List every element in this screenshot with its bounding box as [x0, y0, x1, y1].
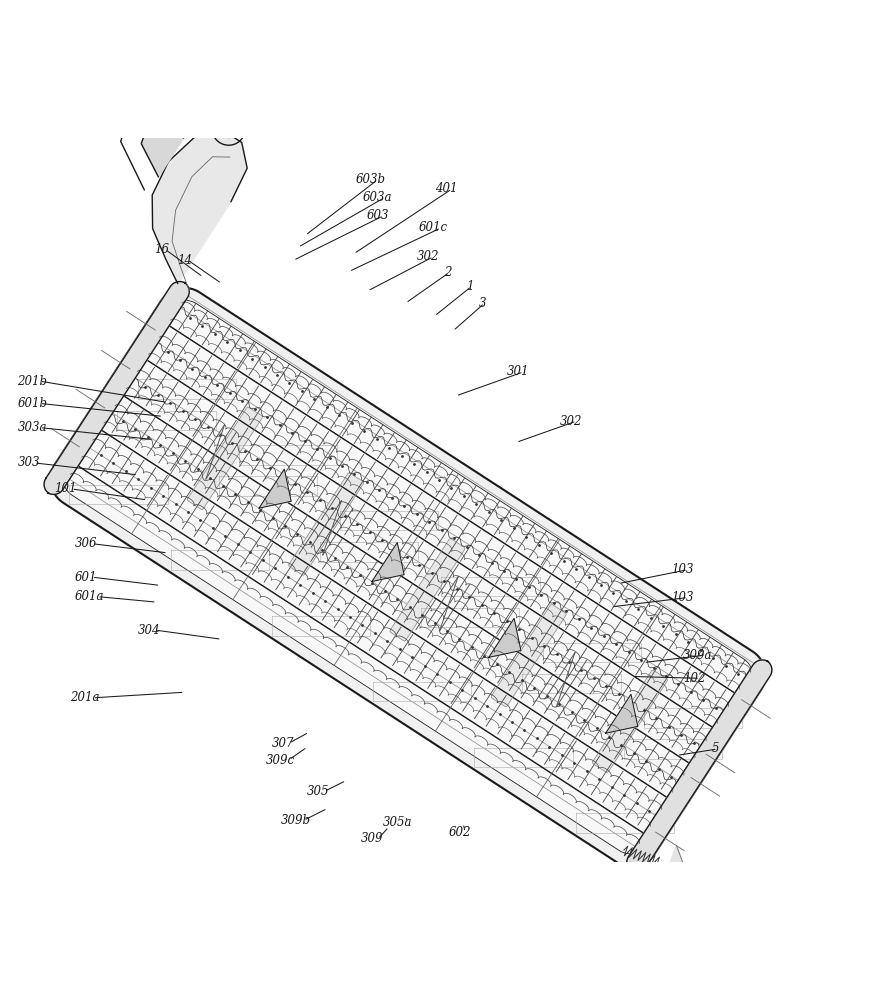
Text: 2: 2 — [444, 266, 451, 279]
Polygon shape — [627, 660, 772, 873]
Polygon shape — [63, 301, 753, 854]
Text: 303a: 303a — [17, 421, 47, 434]
Text: 201b: 201b — [17, 375, 47, 388]
Text: 305: 305 — [307, 785, 330, 798]
Text: 16: 16 — [154, 243, 169, 256]
Polygon shape — [288, 473, 363, 575]
Text: 3: 3 — [479, 297, 487, 310]
Text: 101: 101 — [54, 482, 77, 495]
Text: 103: 103 — [672, 563, 694, 576]
Text: 401: 401 — [436, 182, 458, 195]
Polygon shape — [211, 87, 263, 129]
Polygon shape — [141, 122, 184, 177]
Polygon shape — [491, 604, 566, 707]
Text: 601b: 601b — [17, 397, 47, 410]
Polygon shape — [550, 871, 646, 1000]
Polygon shape — [152, 130, 247, 284]
Text: 301: 301 — [507, 365, 530, 378]
Text: 601c: 601c — [419, 221, 447, 234]
Text: 14: 14 — [177, 254, 192, 267]
Text: 201a: 201a — [71, 691, 100, 704]
Text: 309b: 309b — [281, 814, 311, 827]
Text: 102: 102 — [683, 672, 705, 685]
Polygon shape — [497, 918, 659, 1000]
Polygon shape — [488, 618, 521, 657]
Text: 601: 601 — [75, 571, 97, 584]
Text: 103: 103 — [672, 591, 694, 604]
Text: 1: 1 — [466, 280, 473, 293]
Text: 302: 302 — [417, 250, 439, 263]
Polygon shape — [593, 670, 667, 772]
Text: 603: 603 — [367, 209, 389, 222]
Text: 305a: 305a — [383, 816, 413, 829]
Polygon shape — [51, 288, 765, 866]
Text: 5: 5 — [712, 742, 720, 755]
Text: 306: 306 — [75, 537, 97, 550]
Polygon shape — [605, 694, 638, 733]
Polygon shape — [372, 543, 405, 581]
Text: 302: 302 — [560, 415, 582, 428]
Polygon shape — [259, 469, 291, 508]
Text: 602: 602 — [448, 826, 471, 839]
Text: 304: 304 — [138, 624, 161, 637]
Text: 307: 307 — [271, 737, 295, 750]
Polygon shape — [188, 407, 263, 509]
Text: 603a: 603a — [363, 191, 392, 204]
Text: 309: 309 — [361, 832, 384, 845]
Text: 309c: 309c — [266, 754, 296, 767]
Text: 601a: 601a — [75, 590, 104, 603]
Text: 309a: 309a — [683, 649, 713, 662]
Polygon shape — [44, 282, 189, 494]
Text: 303: 303 — [17, 456, 40, 469]
Polygon shape — [653, 846, 693, 928]
Text: 603b: 603b — [355, 173, 386, 186]
Polygon shape — [390, 539, 465, 641]
